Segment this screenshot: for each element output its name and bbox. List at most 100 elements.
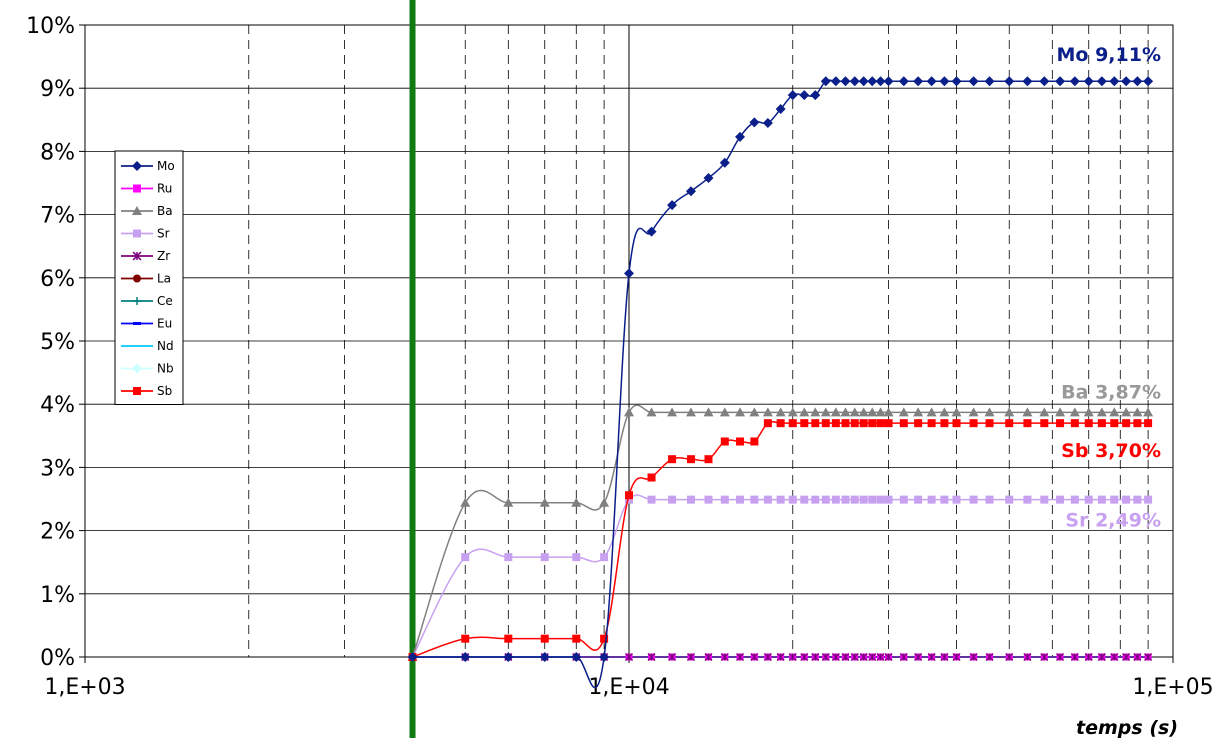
data-point — [1143, 76, 1154, 87]
data-point — [1005, 419, 1014, 428]
data-point — [1133, 652, 1142, 662]
data-point — [927, 419, 936, 428]
axes: 0% 1% 2% 3% 4% 5% 6% 7% 8% 9% 10% 1,E+03 1,E+04 1,E+0… — [26, 14, 1214, 738]
data-point — [133, 184, 141, 193]
legend-item-ce: Ce — [121, 294, 173, 308]
data-point — [1023, 652, 1032, 662]
legend-label: Ru — [157, 182, 172, 196]
data-point — [736, 437, 745, 446]
data-point — [133, 387, 141, 395]
data-point — [939, 76, 950, 87]
data-point — [1069, 76, 1080, 87]
data-point — [1097, 419, 1106, 428]
data-point — [1022, 76, 1033, 87]
data-point — [1084, 652, 1093, 662]
data-point — [132, 161, 142, 171]
data-point — [132, 251, 142, 261]
legend-item-nd: Nd — [121, 339, 174, 353]
labels-layer: Mo 9,11% Ba 3,87% Sb 3,70% Sr 2,49% — [1057, 44, 1162, 531]
data-point — [1055, 76, 1066, 87]
series-ba — [407, 404, 1154, 661]
data-point — [762, 117, 773, 128]
data-point — [927, 495, 936, 504]
data-point — [876, 652, 885, 662]
data-point — [840, 76, 851, 87]
data-point — [1132, 407, 1143, 417]
data-point — [571, 497, 582, 507]
data-point — [1005, 495, 1014, 504]
data-point — [875, 76, 886, 87]
data-point — [799, 407, 810, 417]
y-tick-label: 7% — [40, 204, 75, 229]
data-point — [646, 407, 657, 417]
data-point — [787, 407, 798, 417]
data-point — [720, 437, 729, 446]
data-point — [810, 90, 821, 101]
data-point — [504, 634, 513, 643]
data-point — [1084, 419, 1093, 428]
y-tick-label: 6% — [40, 267, 75, 292]
data-point — [799, 90, 810, 101]
data-point — [1069, 407, 1080, 417]
data-point — [1040, 495, 1049, 504]
grid — [84, 0, 1174, 738]
data-point — [858, 407, 869, 417]
data-point — [736, 652, 745, 662]
legend-label: Sr — [157, 227, 170, 241]
data-point — [1110, 495, 1119, 504]
legend-label: Sb — [157, 384, 172, 398]
data-point — [1055, 407, 1066, 417]
data-point — [858, 76, 869, 87]
data-point — [849, 76, 860, 87]
data-point — [1097, 495, 1106, 504]
data-point — [952, 495, 961, 504]
data-point — [984, 407, 995, 417]
data-point — [703, 172, 714, 183]
data-point — [939, 407, 950, 417]
data-point — [686, 455, 695, 464]
data-point — [667, 407, 678, 417]
data-point — [647, 652, 656, 662]
data-point — [1023, 495, 1032, 504]
data-point — [850, 652, 859, 662]
data-point — [850, 419, 859, 428]
data-point — [749, 117, 760, 128]
data-point — [985, 419, 994, 428]
data-point — [132, 206, 142, 215]
data-point — [776, 495, 785, 504]
legend-label: Ce — [157, 294, 173, 308]
data-point — [133, 322, 141, 325]
data-point — [540, 553, 549, 562]
data-point — [884, 652, 893, 662]
data-point — [1004, 407, 1015, 417]
data-point — [810, 407, 821, 417]
data-point — [985, 652, 994, 662]
data-point — [776, 652, 785, 662]
legend-item-la: La — [121, 272, 171, 286]
data-point — [1110, 652, 1119, 662]
data-point — [899, 495, 908, 504]
data-point — [968, 407, 979, 417]
series-line — [411, 404, 1149, 658]
data-point — [849, 407, 860, 417]
data-point — [899, 652, 908, 662]
data-point — [831, 419, 840, 428]
data-point — [1005, 652, 1014, 662]
data-point — [1039, 407, 1050, 417]
data-point — [876, 419, 885, 428]
data-point — [132, 363, 142, 374]
data-point — [952, 419, 961, 428]
data-point — [800, 495, 809, 504]
data-point — [750, 437, 759, 446]
data-point — [572, 553, 581, 562]
series-layer — [407, 76, 1154, 689]
data-point — [875, 407, 886, 417]
data-point — [704, 455, 713, 464]
data-point — [800, 419, 809, 428]
data-point — [571, 652, 582, 662]
data-point — [884, 419, 893, 428]
data-point — [1070, 652, 1079, 662]
legend-item-sb: Sb — [121, 384, 172, 398]
data-point — [811, 495, 820, 504]
data-point — [940, 419, 949, 428]
